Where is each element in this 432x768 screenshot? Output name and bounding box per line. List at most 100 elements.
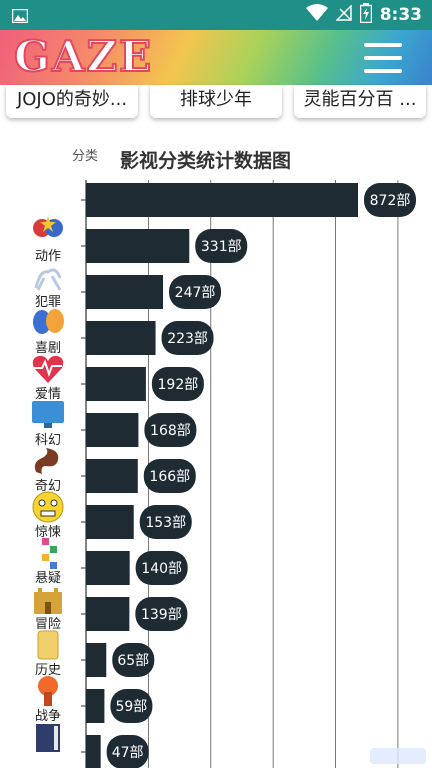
- puzzle-icon: [42, 538, 57, 569]
- data-label-bg: [169, 275, 222, 309]
- wifi-icon: [305, 4, 328, 26]
- data-label: 139部: [141, 607, 182, 623]
- category-tick: 爱情: [26, 352, 70, 402]
- data-label: 872部: [370, 193, 411, 209]
- bar: [86, 689, 105, 723]
- bar: [86, 321, 156, 355]
- icon-part: [40, 216, 56, 232]
- heart-pulse-icon: [32, 355, 64, 383]
- icon-part: [32, 401, 64, 423]
- book-icon: [36, 724, 60, 752]
- icon-part: [34, 448, 59, 474]
- bar: [86, 413, 139, 447]
- category-label: 惊悚: [34, 525, 61, 540]
- app-logo: GAZE: [13, 31, 154, 82]
- data-label: 247部: [175, 285, 216, 301]
- data-label: 192部: [158, 377, 199, 393]
- category-tick: 悬疑: [26, 536, 70, 586]
- no-signal-icon: [334, 4, 352, 25]
- data-label: 65部: [117, 653, 149, 669]
- icon-part: [50, 499, 58, 507]
- media-card-haikyuu[interactable]: 排球少年: [150, 85, 282, 118]
- chart-title: 影视分类统计数据图: [120, 150, 292, 172]
- data-label-bg: [112, 643, 155, 677]
- icon-part: [34, 268, 62, 291]
- data-label-bg: [364, 183, 416, 217]
- data-label-bg: [135, 551, 188, 585]
- data-label-bg: [143, 459, 196, 493]
- icon-part: [33, 310, 51, 334]
- boxing-gloves-icon: [33, 216, 63, 237]
- data-label: 153部: [145, 515, 186, 531]
- status-bar: 8:33: [0, 0, 432, 30]
- data-label-bg: [195, 229, 248, 263]
- bar: [86, 183, 358, 217]
- icon-part: [34, 588, 62, 614]
- bar: [86, 229, 190, 263]
- data-label: 166部: [149, 469, 190, 485]
- hamburger-menu-icon[interactable]: [364, 43, 402, 73]
- media-card-jojo[interactable]: JOJO的奇妙...: [6, 85, 138, 118]
- watermark: [370, 748, 426, 764]
- bar: [86, 459, 138, 493]
- category-tick: 冒险: [26, 582, 70, 632]
- icon-part: [45, 602, 51, 614]
- category-label: 悬疑: [34, 571, 61, 586]
- category-tick: 科幻: [26, 398, 70, 448]
- data-label-bg: [151, 367, 204, 401]
- category-chart: 分类 影视分类统计数据图 872部 331部 247部 223部 192部 168部 166…: [0, 132, 432, 768]
- category-tick: 动作: [26, 214, 70, 264]
- data-label-bg: [161, 321, 214, 355]
- category-tick: 惊悚: [26, 490, 70, 540]
- app-header: GAZE: [0, 30, 432, 85]
- bar: [86, 275, 164, 309]
- icon-part: [34, 359, 62, 377]
- data-label: 140部: [141, 561, 182, 577]
- category-tick: 喜剧: [26, 306, 70, 356]
- category-label: 奇幻: [34, 479, 61, 494]
- icon-part: [44, 423, 52, 428]
- data-label: 59部: [115, 699, 147, 715]
- category-label: 科幻: [34, 433, 61, 448]
- category-label: 犯罪: [34, 295, 61, 310]
- data-label-bg: [135, 597, 188, 631]
- explosion-icon: [38, 676, 58, 706]
- category-tick: 战争: [26, 674, 70, 724]
- data-label: 331部: [201, 239, 242, 255]
- bar: [86, 551, 130, 585]
- data-label-bg: [139, 505, 192, 539]
- dragon-icon: [34, 448, 59, 474]
- bar: [86, 597, 130, 631]
- battery-charging-icon: [359, 3, 372, 27]
- icon-part: [32, 491, 64, 523]
- category-label: 喜剧: [34, 341, 61, 356]
- sci-fi-screen-icon: [32, 401, 64, 428]
- icon-part: [50, 562, 57, 569]
- category-label: 历史: [34, 663, 61, 678]
- bar: [86, 643, 107, 677]
- category-tick: 历史: [26, 628, 70, 678]
- data-label: 168部: [150, 423, 191, 439]
- crime-scene-icon: [34, 268, 62, 291]
- icon-part: [37, 630, 59, 660]
- icon-part: [38, 676, 58, 696]
- category-label: 战争: [34, 709, 61, 724]
- bar: [86, 735, 101, 768]
- bar: [86, 505, 134, 539]
- data-label-bg: [106, 735, 149, 768]
- bar-chart-svg: 872部 331部 247部 223部 192部 168部 166部 153部 140部 139部…: [81, 180, 416, 768]
- icon-part: [42, 538, 49, 545]
- icon-part: [38, 499, 46, 507]
- category-tick: 奇幻: [26, 444, 70, 494]
- icon-part: [40, 510, 56, 517]
- status-time: 8:33: [379, 5, 422, 25]
- comedy-masks-icon: [33, 309, 64, 334]
- castle-icon: [34, 588, 62, 614]
- data-label: 223部: [167, 331, 208, 347]
- y-axis-name: 分类: [72, 149, 99, 164]
- icon-part: [50, 546, 57, 553]
- icon-part: [44, 692, 52, 706]
- scared-face-icon: [32, 491, 64, 523]
- media-card-mob-psycho[interactable]: 灵能百分百 ...: [294, 85, 426, 118]
- category-label: 爱情: [34, 387, 61, 402]
